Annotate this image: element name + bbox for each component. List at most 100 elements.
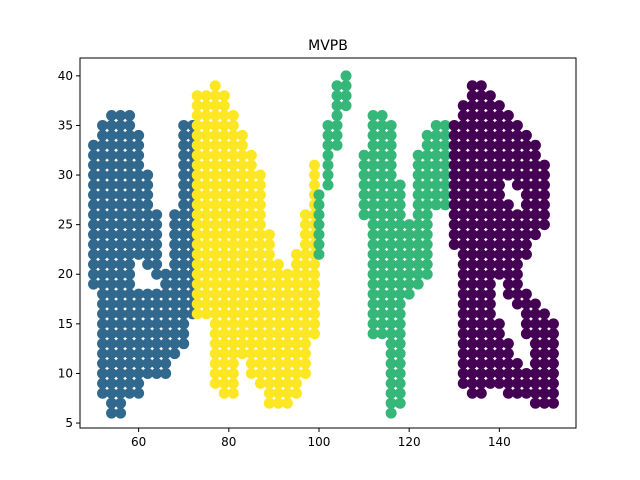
data-point (142, 318, 154, 330)
data-point (200, 219, 212, 231)
data-point (191, 219, 203, 231)
data-point (169, 318, 181, 330)
data-point (475, 348, 487, 360)
data-point (502, 159, 514, 171)
data-point (394, 348, 406, 360)
data-point (448, 169, 460, 181)
data-point (538, 209, 550, 221)
data-point (245, 308, 257, 320)
data-point (124, 367, 136, 379)
data-point (263, 377, 275, 389)
data-point (151, 358, 163, 370)
data-point (430, 199, 442, 211)
data-point (236, 169, 248, 181)
data-point (160, 358, 172, 370)
data-point (263, 298, 275, 310)
data-point (88, 268, 100, 280)
data-point (484, 367, 496, 379)
data-point (236, 238, 248, 250)
data-point (218, 149, 230, 161)
data-point (209, 100, 221, 112)
data-point (394, 328, 406, 340)
data-point (115, 407, 127, 419)
data-point (263, 358, 275, 370)
data-point (200, 258, 212, 270)
data-point (115, 219, 127, 231)
data-point (331, 110, 343, 122)
data-point (160, 318, 172, 330)
data-point (218, 348, 230, 360)
data-point (394, 209, 406, 221)
data-point (97, 318, 109, 330)
data-point (511, 288, 523, 300)
data-point (421, 169, 433, 181)
data-point (367, 149, 379, 161)
data-point (457, 238, 469, 250)
data-point (191, 159, 203, 171)
data-point (133, 248, 145, 260)
series-b (448, 80, 559, 409)
data-point (322, 149, 334, 161)
data-point (484, 298, 496, 310)
data-point (538, 189, 550, 201)
data-point (475, 377, 487, 389)
data-point (475, 80, 487, 92)
data-point (529, 149, 541, 161)
data-point (254, 338, 266, 350)
data-point (106, 149, 118, 161)
data-point (263, 288, 275, 300)
data-point (169, 278, 181, 290)
data-point (254, 288, 266, 300)
data-point (254, 367, 266, 379)
data-point (106, 367, 118, 379)
x-tick-label: 60 (131, 435, 146, 449)
data-point (331, 119, 343, 131)
data-point (178, 179, 190, 191)
data-point (124, 348, 136, 360)
data-point (97, 169, 109, 181)
data-point (142, 219, 154, 231)
data-point (200, 139, 212, 151)
data-point (254, 229, 266, 241)
data-point (106, 219, 118, 231)
data-point (290, 308, 302, 320)
data-point (124, 278, 136, 290)
data-point (376, 258, 388, 270)
data-point (236, 219, 248, 231)
data-point (457, 219, 469, 231)
data-point (475, 358, 487, 370)
data-point (475, 248, 487, 260)
data-point (178, 149, 190, 161)
data-point (272, 367, 284, 379)
data-point (466, 100, 478, 112)
data-point (299, 219, 311, 231)
data-point (538, 179, 550, 191)
data-point (133, 149, 145, 161)
data-point (133, 238, 145, 250)
data-point (538, 367, 550, 379)
data-point (385, 209, 397, 221)
data-point (493, 248, 505, 260)
data-point (133, 209, 145, 221)
data-point (218, 338, 230, 350)
data-point (439, 179, 451, 191)
data-point (209, 229, 221, 241)
data-point (254, 278, 266, 290)
data-point (97, 139, 109, 151)
data-point (236, 199, 248, 211)
data-point (376, 149, 388, 161)
data-point (421, 209, 433, 221)
data-point (115, 189, 127, 201)
data-point (340, 100, 352, 112)
data-point (133, 308, 145, 320)
data-point (299, 367, 311, 379)
data-point (263, 367, 275, 379)
data-point (124, 129, 136, 141)
data-point (97, 308, 109, 320)
data-point (484, 199, 496, 211)
data-point (367, 179, 379, 191)
data-point (272, 288, 284, 300)
data-point (133, 229, 145, 241)
data-point (299, 238, 311, 250)
data-point (466, 119, 478, 131)
